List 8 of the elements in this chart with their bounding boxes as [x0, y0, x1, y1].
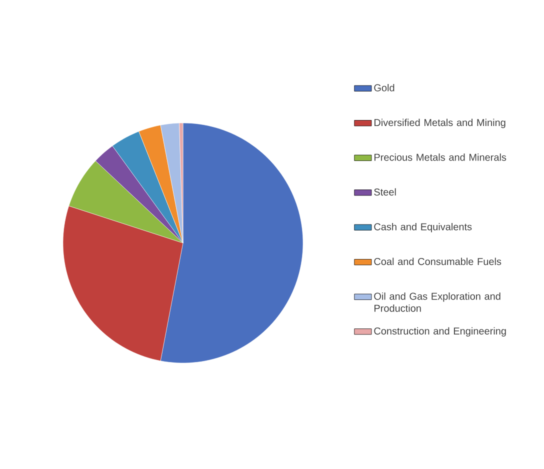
legend-label: Diversified Metals and Mining — [374, 118, 506, 128]
legend-label: Coal and Consumable Fuels — [374, 258, 502, 266]
legend-label: Construction and Engineering — [374, 327, 506, 337]
legend-label: Oil and Gas Exploration and Production — [374, 292, 500, 312]
legend-label: Gold — [374, 84, 394, 92]
legend-label: Steel — [374, 188, 396, 196]
legend-label: Precious Metals and Minerals — [374, 153, 506, 161]
legend-label: Cash and Equivalents — [374, 222, 472, 232]
